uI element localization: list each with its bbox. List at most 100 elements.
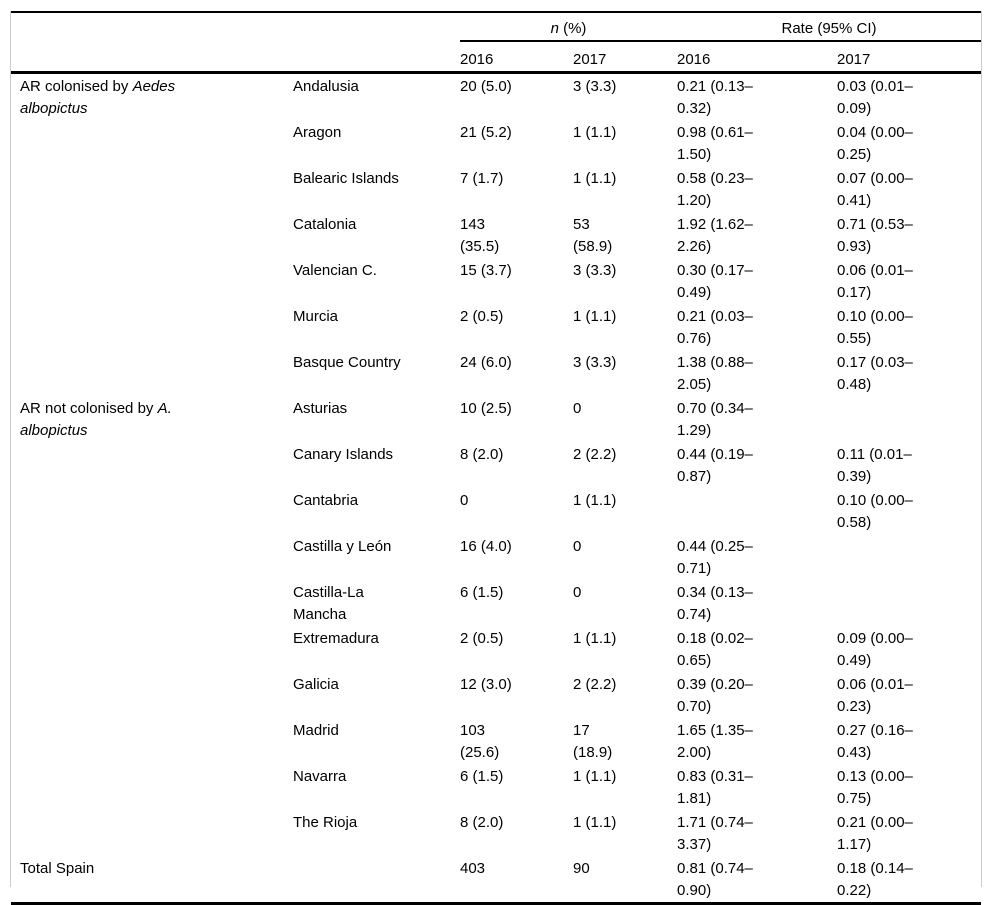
year-header-n-2017: 2017 bbox=[573, 41, 677, 74]
cell-rate-2017: 0.17 (0.03– 0.48) bbox=[837, 354, 913, 393]
cell-n-2016: 2 (0.5) bbox=[460, 308, 504, 325]
cell-n-2017: 1 (1.1) bbox=[573, 124, 617, 141]
cell-rate-2016: 0.83 (0.31– 1.81) bbox=[677, 768, 753, 807]
table-row: Aragon 21 (5.2) 1 (1.1) 0.98 (0.61– 1.50… bbox=[11, 120, 981, 166]
cell-n-2016: 8 (2.0) bbox=[460, 446, 504, 463]
cell-n-2016: 7 (1.7) bbox=[460, 170, 504, 187]
cell-n-2016: 143 (35.5) bbox=[460, 216, 500, 255]
cell-n-2017: 0 bbox=[573, 584, 582, 601]
spacer-cell bbox=[11, 41, 293, 74]
cell-rate-2016: 0.58 (0.23– 1.20) bbox=[677, 170, 753, 209]
cell-rate-2017: 0.11 (0.01– 0.39) bbox=[837, 446, 912, 485]
cell-rate-2017 bbox=[837, 396, 981, 442]
cell-n-2016: 403 bbox=[460, 856, 573, 905]
spanner-header-row: n (%) Rate (95% CI) bbox=[11, 12, 982, 42]
table-row: The Rioja 8 (2.0) 1 (1.1) 1.71 (0.74– 3.… bbox=[11, 810, 981, 856]
year-header-rate-2017: 2017 bbox=[837, 41, 982, 74]
table-row: Balearic Islands 7 (1.7) 1 (1.1) 0.58 (0… bbox=[11, 166, 981, 212]
table-figure: n (%) Rate (95% CI) 2016 2017 2016 2017 … bbox=[10, 11, 982, 905]
spacer-cell bbox=[293, 856, 460, 905]
cell-rate-2017: 0.21 (0.00– 1.17) bbox=[837, 814, 913, 853]
cell-rate-2016: 0.18 (0.02– 0.65) bbox=[677, 630, 753, 669]
total-row: Total Spain 403 90 0.81 (0.74– 0.90) 0.1… bbox=[11, 856, 982, 905]
cell-rate-2017: 0.04 (0.00– 0.25) bbox=[837, 124, 913, 163]
cell-n-2016: 0 bbox=[460, 492, 469, 509]
spacer-cell bbox=[11, 12, 293, 41]
cell-n-2017: 1 (1.1) bbox=[573, 814, 617, 831]
cell-region: Extremadura bbox=[293, 630, 379, 647]
table-row: Galicia 12 (3.0) 2 (2.2) 0.39 (0.20– 0.7… bbox=[11, 672, 981, 718]
cell-n-2016: 6 (1.5) bbox=[460, 584, 504, 601]
group-label-not-colonised: AR not colonised by A. albopictus bbox=[11, 396, 293, 856]
cell-n-2017: 1 (1.1) bbox=[573, 630, 617, 647]
cell-n-2017: 0 bbox=[573, 400, 582, 417]
cell-rate-2017: 0.27 (0.16– 0.43) bbox=[837, 722, 913, 761]
cell-rate-2016: 0.39 (0.20– 0.70) bbox=[677, 676, 753, 715]
total-label: Total Spain bbox=[11, 856, 293, 905]
results-table: n (%) Rate (95% CI) 2016 2017 2016 2017 … bbox=[11, 11, 982, 905]
cell-region: Balearic Islands bbox=[293, 170, 399, 187]
cell-rate-2017 bbox=[837, 534, 981, 580]
cell-region: Aragon bbox=[293, 124, 342, 141]
group-label-text: AR not colonised by bbox=[20, 400, 158, 417]
table-row: Madrid 103 (25.6) 17 (18.9) 1.65 (1.35– … bbox=[11, 718, 981, 764]
table-row: Navarra 6 (1.5) 1 (1.1) 0.83 (0.31– 1.81… bbox=[11, 764, 981, 810]
cell-rate-2016: 1.65 (1.35– 2.00) bbox=[677, 722, 753, 761]
spacer-cell bbox=[293, 12, 460, 41]
cell-n-2016: 2 (0.5) bbox=[460, 630, 504, 647]
table-header: n (%) Rate (95% CI) 2016 2017 2016 2017 bbox=[11, 12, 982, 74]
group-label-species: albopictus bbox=[20, 100, 88, 117]
cell-rate-2017: 0.10 (0.00– 0.55) bbox=[837, 308, 913, 347]
cell-rate-2016: 0.81 (0.74– 0.90) bbox=[677, 856, 837, 905]
table-row: Castilla y León 16 (4.0) 0 0.44 (0.25– 0… bbox=[11, 534, 981, 580]
cell-region: Galicia bbox=[293, 676, 339, 693]
year-header-n-2016: 2016 bbox=[460, 41, 573, 74]
cell-rate-2016: 0.34 (0.13– 0.74) bbox=[677, 584, 753, 623]
cell-rate-2016: 0.98 (0.61– 1.50) bbox=[677, 124, 753, 163]
cell-region: Asturias bbox=[293, 400, 348, 417]
cell-n-2016: 16 (4.0) bbox=[460, 538, 512, 555]
table-row: Basque Country 24 (6.0) 3 (3.3) 1.38 (0.… bbox=[11, 350, 981, 396]
table-row: Cantabria 0 1 (1.1) 0.10 (0.00– 0.58) bbox=[11, 488, 981, 534]
cell-rate-2016: 1.92 (1.62– 2.26) bbox=[677, 216, 753, 255]
table-row: Valencian C. 15 (3.7) 3 (3.3) 0.30 (0.17… bbox=[11, 258, 981, 304]
group-label-species: Aedes bbox=[132, 78, 176, 95]
cell-n-2016: 103 (25.6) bbox=[460, 722, 500, 761]
n-percent-header: n (%) bbox=[460, 12, 677, 42]
cell-n-2017: 3 (3.3) bbox=[573, 78, 617, 95]
year-header-row: 2016 2017 2016 2017 bbox=[11, 41, 982, 74]
n-percent-suffix: (%) bbox=[558, 20, 587, 37]
group-label-species: albopictus bbox=[20, 422, 88, 439]
cell-n-2016: 8 (2.0) bbox=[460, 814, 504, 831]
cell-region: Cantabria bbox=[293, 492, 359, 509]
cell-rate-2016 bbox=[677, 488, 837, 534]
cell-region: Castilla y León bbox=[293, 538, 392, 555]
cell-n-2017: 1 (1.1) bbox=[573, 170, 617, 187]
spacer-cell bbox=[293, 41, 460, 74]
cell-n-2017: 0 bbox=[573, 538, 582, 555]
cell-region: Madrid bbox=[293, 722, 339, 739]
rate-ci-header: Rate (95% CI) bbox=[677, 12, 982, 42]
cell-region: Basque Country bbox=[293, 354, 401, 371]
cell-n-2016: 10 (2.5) bbox=[460, 400, 512, 417]
cell-rate-2017: 0.09 (0.00– 0.49) bbox=[837, 630, 913, 669]
cell-n-2017: 17 (18.9) bbox=[573, 722, 613, 761]
cell-rate-2016: 1.71 (0.74– 3.37) bbox=[677, 814, 753, 853]
cell-rate-2017: 0.06 (0.01– 0.17) bbox=[837, 262, 913, 301]
group-label-species: A. bbox=[157, 400, 172, 417]
cell-rate-2017: 0.18 (0.14– 0.22) bbox=[837, 856, 982, 905]
cell-rate-2016: 1.38 (0.88– 2.05) bbox=[677, 354, 753, 393]
table-row: AR not colonised by A. albopictus Asturia… bbox=[11, 396, 981, 442]
cell-rate-2017: 0.71 (0.53– 0.93) bbox=[837, 216, 913, 255]
cell-rate-2016: 0.30 (0.17– 0.49) bbox=[677, 262, 753, 301]
cell-region: Catalonia bbox=[293, 216, 357, 233]
cell-n-2016: 12 (3.0) bbox=[460, 676, 512, 693]
cell-rate-2016: 0.70 (0.34– 1.29) bbox=[677, 400, 753, 439]
cell-rate-2017 bbox=[837, 580, 981, 626]
cell-rate-2017: 0.13 (0.00– 0.75) bbox=[837, 768, 913, 807]
cell-n-2017: 1 (1.1) bbox=[573, 768, 617, 785]
table-body: AR colonised by Aedes albopictus Andalusi… bbox=[11, 73, 982, 905]
table-row: AR colonised by Aedes albopictus Andalusi… bbox=[11, 73, 981, 121]
cell-n-2016: 20 (5.0) bbox=[460, 78, 512, 95]
cell-n-2017: 2 (2.2) bbox=[573, 676, 617, 693]
